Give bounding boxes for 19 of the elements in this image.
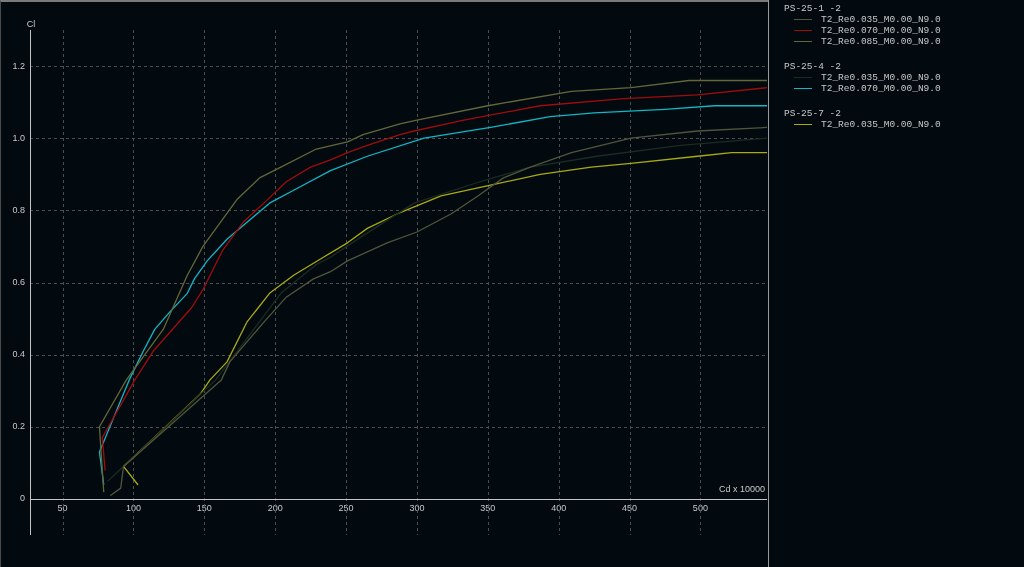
y-axis-title: Cl [26,18,36,29]
text: PS-25-1 -2 [784,3,842,14]
text: PS-25-7 -2 [784,108,842,119]
text: PS-25-4 -2 [784,61,842,72]
y-tick-label: 0.6 [12,276,25,287]
legend-label: T2_Re0.035_M0.00_N9.0 [821,72,941,83]
legend-label: T2_Re0.035_M0.00_N9.0 [821,119,941,130]
y-tick-label: 0.4 [12,349,25,360]
legend-label: T2_Re0.085_M0.00_N9.0 [821,36,941,47]
y-tick-label: 1.2 [12,60,25,71]
y-tick-label: 1.0 [12,132,25,143]
x-tick-label: 50 [57,502,68,513]
legend-label: T2_Re0.070_M0.00_N9.0 [821,83,941,94]
x-axis-title: Cd x 10000 [718,483,765,494]
y-tick-label: 0.8 [12,204,25,215]
y-tick-label: 0 [19,493,25,504]
legend-label: T2_Re0.035_M0.00_N9.0 [821,14,941,25]
legend-label: T2_Re0.070_M0.00_N9.0 [821,25,941,36]
y-tick-label: 0.2 [12,421,25,432]
